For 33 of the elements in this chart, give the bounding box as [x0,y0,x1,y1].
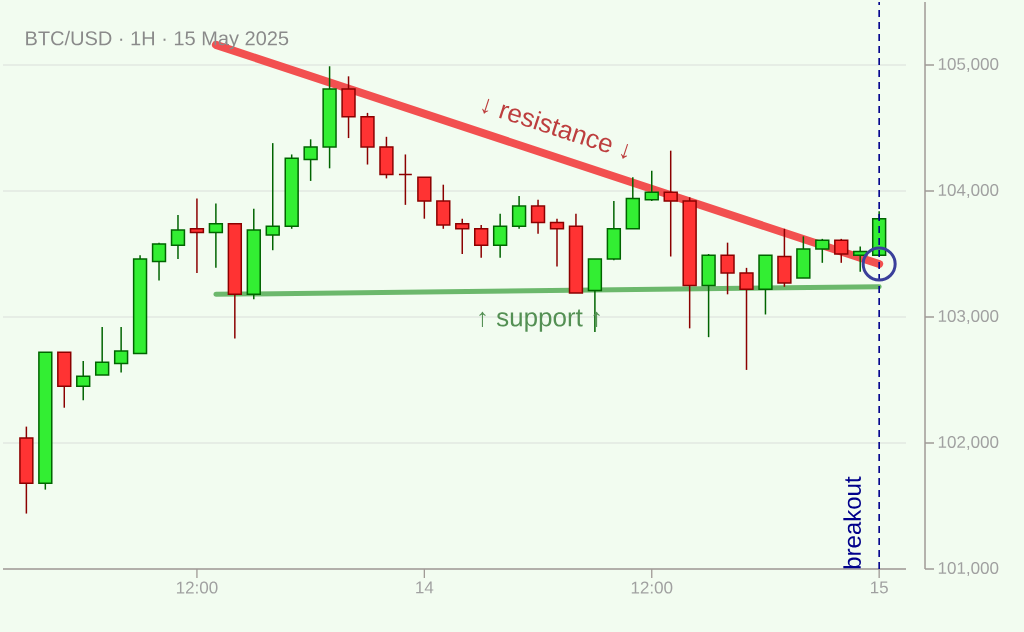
candlestick [208,202,224,269]
candlestick [644,170,659,202]
candlestick [663,149,678,258]
text: BTC/USD · 1H · 15 May 2025 [26,30,289,50]
candlestick [398,153,413,206]
candlestick [265,142,280,251]
x-tick-label: 12:00 [176,581,218,594]
candlestick [189,197,205,274]
candlestick [530,199,546,235]
candlestick [549,217,565,268]
ref-line-label: breakout [843,476,861,569]
candlestick [170,214,186,260]
candlestick [303,138,318,182]
y-tick-label: 101,000 [938,561,999,577]
x-tick-label: 15 [871,581,888,594]
x-tick-label: 12:00 [631,581,673,594]
candlestick [113,326,129,374]
candlestick [455,217,470,255]
y-tick-label: 103,000 [938,309,999,325]
x-tick-label: 14 [416,581,434,594]
candlestick [739,267,754,371]
candlestick [511,195,527,230]
candlestick [76,360,91,401]
candlestick [474,224,489,259]
y-tick-label: 102,000 [938,435,999,451]
y-tick-label: 105,000 [938,57,999,73]
candlestick [720,241,735,296]
y-tick-label: 104,000 [938,183,999,199]
candlestick [492,212,508,259]
candlestick [151,241,167,282]
candlestick [436,183,451,230]
candlestick [94,326,110,376]
candlestick [417,176,432,220]
